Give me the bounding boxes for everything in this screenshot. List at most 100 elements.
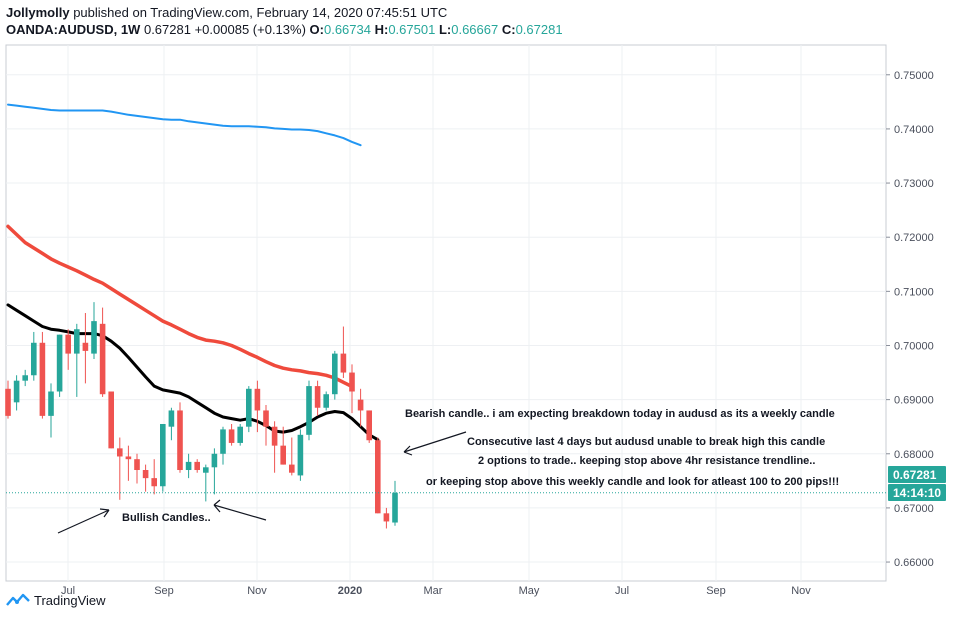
candle-body: [48, 391, 54, 416]
candle-body: [357, 399, 364, 411]
candle-body: [142, 470, 149, 479]
candle-body: [91, 321, 97, 354]
candle-body: [323, 394, 329, 408]
chart-header: Jollymolly published on TradingView.com,…: [6, 4, 946, 39]
candle-body: [392, 492, 398, 523]
candle-body: [39, 342, 46, 416]
open-value: 0.66734: [323, 22, 371, 37]
candle-body: [99, 323, 106, 395]
annotations: Bearish candle.. i am expecting breakdow…: [57, 408, 839, 534]
price-tick-label: 0.69000: [894, 395, 934, 407]
candle-body: [160, 423, 166, 487]
candle-body: [375, 440, 381, 514]
price-tick-label: 0.73000: [894, 178, 934, 190]
candle-body: [203, 467, 209, 473]
low-label: L:: [438, 22, 452, 37]
annotation-bullish: Bullish Candles..: [122, 512, 211, 524]
timer-tag-bg: [888, 484, 946, 501]
price-tick-label: 0.75000: [894, 70, 934, 82]
candle-body: [246, 388, 252, 427]
candle-body: [31, 342, 37, 376]
price-tick-label: 0.74000: [894, 124, 934, 136]
author-name[interactable]: Jollymolly: [6, 5, 70, 20]
candle-body: [237, 426, 243, 443]
candle-body: [5, 388, 11, 416]
candle-body: [185, 461, 192, 471]
grid: [6, 45, 886, 581]
candle-body: [306, 386, 312, 435]
annotation-options: 2 options to trade.. keeping stop above …: [478, 455, 815, 467]
candles: [5, 302, 398, 529]
candle-body: [254, 388, 261, 411]
candle-body: [151, 478, 157, 487]
price-axis[interactable]: 0.75000 0.74000 0.73000 0.72000 0.71000 0.700…: [886, 70, 934, 569]
annotation-stop: or keeping stop above this weekly candle…: [426, 476, 839, 488]
tradingview-logo-icon[interactable]: [6, 593, 30, 607]
candle-body: [194, 461, 200, 471]
time-tick-label: Jul: [615, 585, 629, 597]
candle-body: [349, 372, 355, 392]
candle-body: [74, 329, 80, 354]
annotation-consecutive: Consecutive last 4 days but audusd unabl…: [467, 436, 825, 448]
symbol-line: OANDA:AUDUSD, 1W 0.67281 +0.00085 (+0.13…: [6, 21, 946, 39]
close-label: C:: [501, 22, 516, 37]
symbol-title: OANDA:AUDUSD, 1W: [6, 22, 141, 37]
price-tick-label: 0.68000: [894, 449, 934, 461]
time-tick-label: Jul: [61, 585, 75, 597]
candle-body: [168, 410, 175, 427]
last-price-tag: 0.67281 14:14:10: [888, 466, 946, 501]
candle-body: [228, 429, 235, 443]
time-tick-label: Nov: [247, 585, 267, 597]
ma-line-blue: [7, 103, 362, 147]
candle-body: [271, 426, 278, 446]
arrow-bullish-left: [57, 508, 110, 534]
pane-frame: [5, 44, 887, 582]
annotation-arrows: [57, 431, 467, 534]
candle-body: [134, 459, 140, 471]
time-tick-label: Nov: [791, 585, 811, 597]
candle-body: [117, 448, 123, 457]
candle-body: [366, 410, 372, 441]
published-text: published on TradingView.com, February 1…: [73, 5, 448, 20]
candle-body: [220, 429, 226, 454]
candle-body: [263, 410, 269, 427]
candle-body: [332, 353, 338, 395]
high-label: H:: [374, 22, 389, 37]
price-change: +0.00085 (+0.13%): [194, 22, 306, 37]
time-axis[interactable]: Jul Sep Nov 2020 Mar May Jul Sep Nov: [61, 585, 811, 597]
ma-line-red: [6, 224, 354, 389]
candle-body: [13, 380, 20, 403]
price-tick-label: 0.71000: [894, 286, 934, 298]
price-tick-label: 0.70000: [894, 340, 934, 352]
low-value: 0.66667: [451, 22, 499, 37]
price-tick-label: 0.66000: [894, 557, 934, 569]
arrow-bullish-right: [213, 499, 267, 521]
tradingview-brand[interactable]: TradingView: [34, 592, 106, 608]
candle-body: [297, 434, 304, 476]
ma-line-black: [6, 303, 380, 442]
time-tick-label: Sep: [706, 585, 726, 597]
annotation-bearish: Bearish candle.. i am expecting breakdow…: [405, 408, 835, 420]
high-value: 0.67501: [388, 22, 436, 37]
candle-body: [22, 375, 28, 381]
close-value: 0.67281: [515, 22, 563, 37]
timer-tag-text: 14:14:10: [893, 486, 941, 500]
candle-body: [383, 513, 390, 522]
candle-body: [65, 334, 71, 354]
candle-body: [340, 353, 347, 373]
last-price-tag-text: 0.67281: [893, 468, 937, 482]
moving-averages: [6, 103, 380, 442]
time-tick-label: Mar: [424, 585, 443, 597]
time-tick-label: Sep: [154, 585, 174, 597]
candle-body: [125, 456, 132, 460]
candle-body: [82, 342, 89, 351]
publish-line: Jollymolly published on TradingView.com,…: [6, 4, 946, 21]
last-price: 0.67281: [143, 22, 191, 37]
candle-body: [280, 445, 286, 465]
price-tick-label: 0.72000: [894, 232, 934, 244]
candle-body: [108, 391, 114, 449]
candle-body: [314, 386, 321, 408]
time-tick-label: May: [519, 585, 540, 597]
candle-body: [211, 453, 218, 468]
